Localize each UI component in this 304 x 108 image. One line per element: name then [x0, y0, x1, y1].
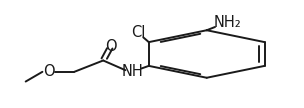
Text: O: O — [43, 64, 54, 79]
Text: Cl: Cl — [131, 25, 145, 40]
Text: NH: NH — [121, 64, 143, 79]
Text: O: O — [105, 39, 117, 54]
Text: NH₂: NH₂ — [213, 15, 241, 30]
